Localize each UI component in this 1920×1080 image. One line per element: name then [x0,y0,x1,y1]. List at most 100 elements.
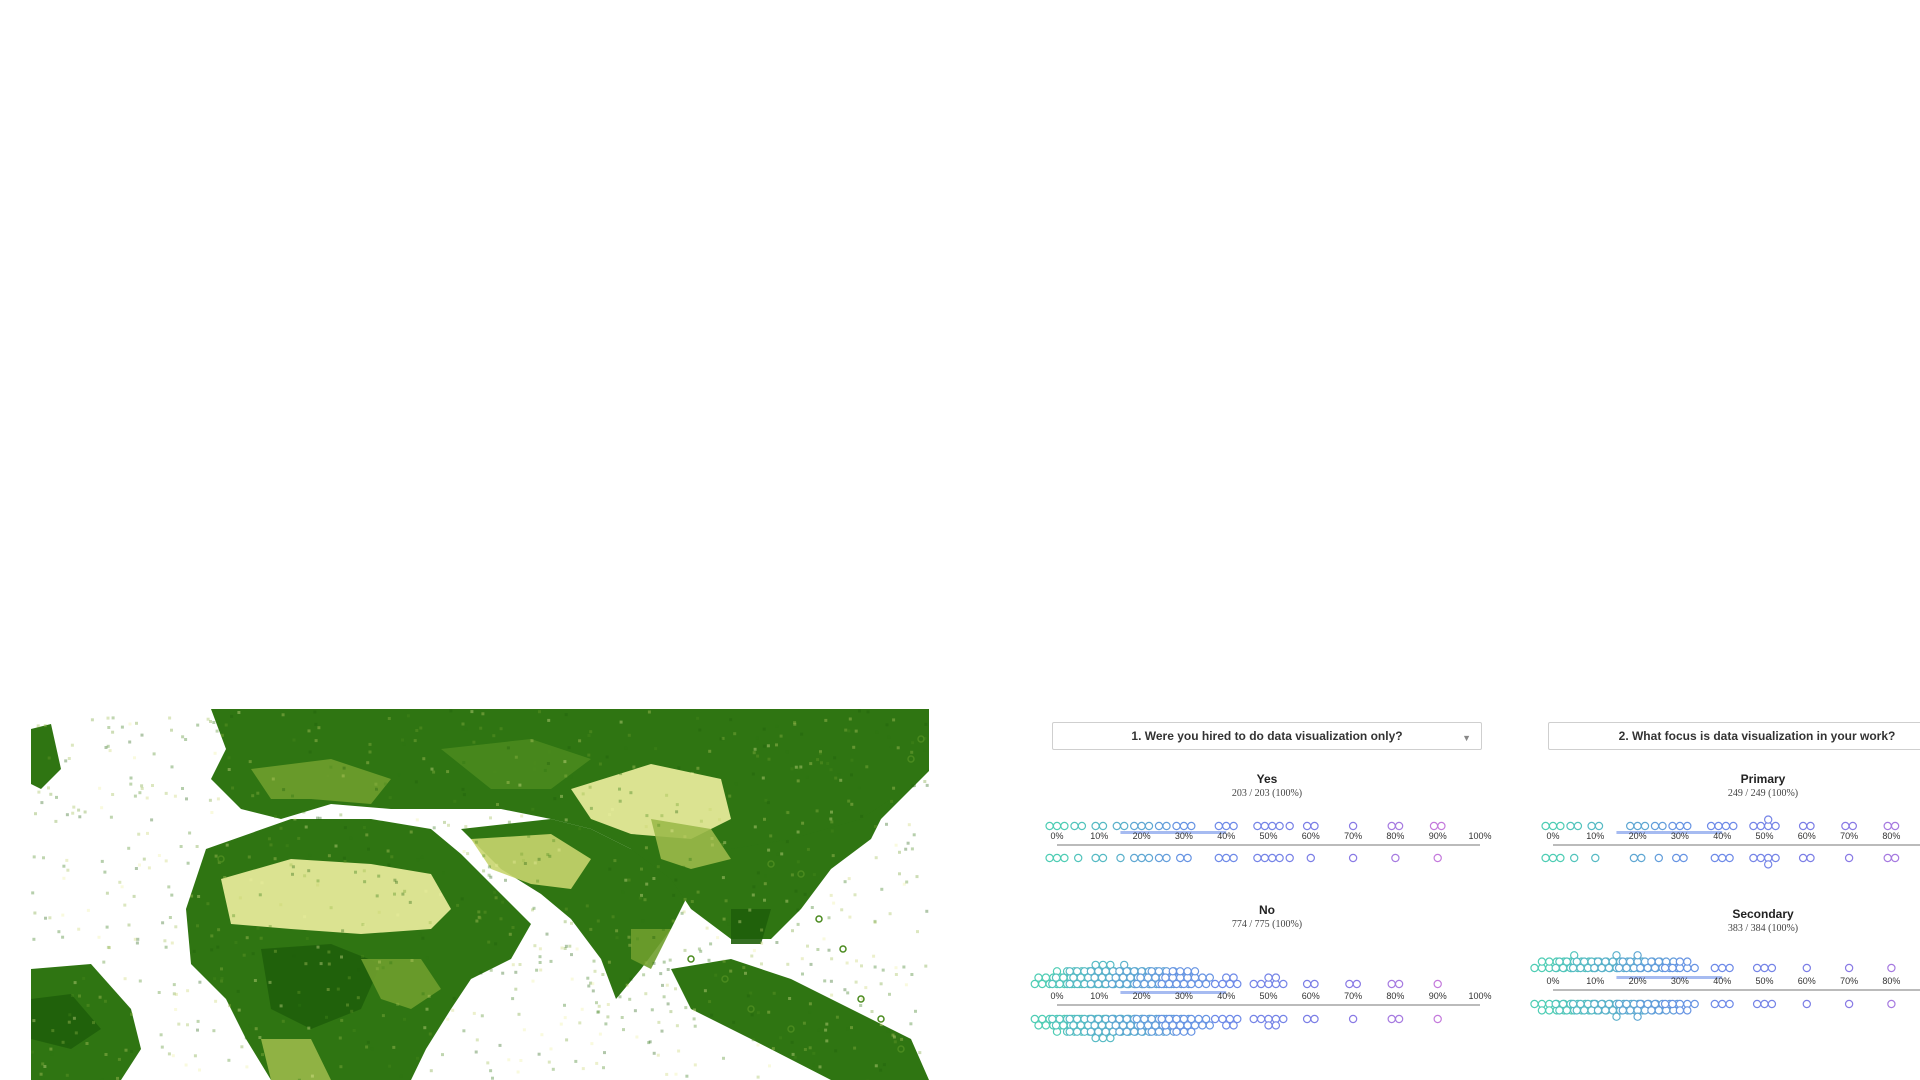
map-texture-cell [279,826,283,830]
map-texture-cell [904,847,908,851]
response-dot [1721,821,1731,831]
map-texture-cell [629,977,633,981]
map-texture-cell [721,876,725,880]
map-texture-cell [785,810,789,814]
map-texture-cell [106,744,110,748]
map-texture-cell [181,787,184,790]
map-texture-cell [423,1026,427,1030]
map-texture-cell [892,718,896,722]
question-2-select[interactable]: 2. What focus is data visualization in y… [1548,722,1920,750]
map-texture-cell [547,1060,551,1064]
map-texture-cell [640,867,643,871]
x-tick-label: 10% [1090,991,1108,1001]
response-dot [1572,957,1582,966]
question-1-select[interactable]: 1. Were you hired to do data visualizati… [1052,722,1482,750]
map-texture-cell [675,803,679,807]
map-texture-cell [847,729,851,733]
map-texture-cell [557,848,561,852]
map-texture-cell [786,811,790,815]
map-texture-cell [483,910,487,914]
map-texture-cell [775,743,778,747]
map-texture-cell [479,971,483,975]
map-texture-cell [334,844,338,848]
map-texture-cell [397,773,401,777]
map-texture-cell [817,1028,821,1032]
map-texture-cell [135,941,139,945]
response-dot [1168,967,1178,976]
map-texture-cell [683,835,687,839]
map-texture-cell [244,1036,248,1040]
response-dot [1654,957,1664,966]
map-texture-cell [415,729,419,732]
map-texture-cell [791,1052,795,1056]
map-texture-cell [840,908,844,912]
map-texture-cell [232,914,236,918]
map-texture-cell [425,956,429,960]
map-texture-cell [824,718,828,722]
map-texture-cell [414,780,418,784]
map-texture-cell [752,885,756,889]
response-dot [1041,1021,1051,1030]
map-texture-cell [195,845,199,848]
map-texture-cell [910,847,914,851]
map-texture-cell [361,954,364,958]
map-texture-cell [567,746,571,750]
map-texture-cell [760,941,764,945]
map-texture-cell [848,717,852,721]
map-texture-cell [677,766,681,770]
map-texture-cell [855,959,858,963]
response-dot [1162,821,1171,831]
response-dot [1348,821,1358,831]
map-texture-cell [421,992,425,996]
map-texture-cell [494,896,498,900]
response-dot [1302,979,1312,989]
response-dot [1070,821,1079,831]
map-texture-cell [477,915,481,919]
map-texture-cell [716,936,720,940]
group-title-yes: Yes [1256,772,1278,786]
response-dot [1060,821,1069,831]
map-texture-cell [236,989,240,993]
map-texture-cell [853,1046,857,1050]
map-texture-cell [660,1029,664,1033]
response-dot [1147,967,1156,976]
map-texture-cell [383,782,387,786]
map-texture-cell [168,916,172,919]
map-texture-cell [540,1033,544,1037]
map-texture-cell [801,821,805,825]
map-texture-cell [390,855,394,859]
map-texture-cell [329,906,333,910]
map-texture-cell [316,879,320,883]
response-dot [1264,973,1273,982]
map-texture-cell [447,823,450,827]
response-dot [1302,1014,1312,1024]
map-texture-cell [587,753,591,757]
response-dot [1072,967,1082,976]
response-dot [1654,1006,1664,1015]
map-texture-cell [668,958,672,962]
x-tick-label: 90% [1429,991,1447,1001]
map-texture-cell [909,1022,913,1026]
map-texture-cell [140,784,144,788]
map-texture-cell [886,1029,890,1033]
map-texture-cell [860,814,864,818]
map-texture-cell [48,916,52,920]
map-texture-cell [378,960,381,964]
map-texture-cell [533,767,536,771]
map-texture-cell [73,981,77,985]
map-texture-cell [292,954,296,958]
x-tick-label: 50% [1259,831,1277,841]
map-texture-cell [31,1050,34,1054]
map-texture-cell [627,878,631,882]
map-texture-cell [350,1009,354,1013]
map-vegetation-zone [251,759,391,804]
map-texture-cell [489,875,493,879]
map-texture-cell [724,899,728,903]
map-texture-cell [674,987,677,991]
map-texture-cell [172,992,176,996]
map-texture-cell [157,854,161,857]
map-texture-cell [282,788,286,792]
map-texture-cell [420,855,424,859]
response-dot [1658,821,1667,831]
map-texture-cell [763,817,766,821]
